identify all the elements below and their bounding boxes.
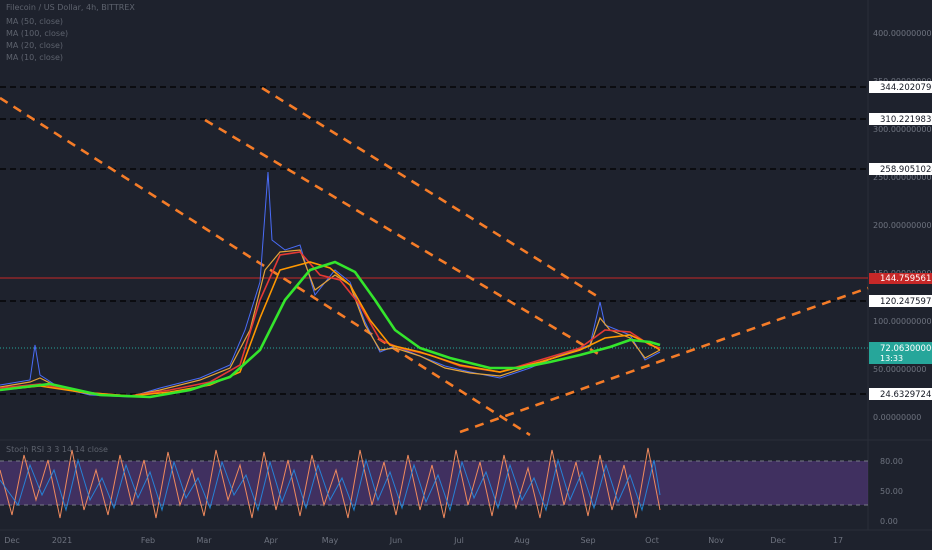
symbol-title: Filecoin / US Dollar, 4h, BITTREX (6, 3, 135, 12)
indicator-legend: MA (20, close) (6, 41, 63, 50)
time-label: May (322, 536, 339, 545)
indicator-legend: MA (50, close) (6, 17, 63, 26)
time-label: Dec (4, 536, 19, 545)
level-tag-bg (869, 81, 932, 93)
price-tag (869, 342, 932, 364)
price-tick: 0.00000000 (873, 413, 921, 422)
current-price: 72.06300000 (880, 344, 932, 354)
time-label: 17 (833, 536, 843, 545)
price-tick: 50.00000000 (873, 365, 926, 374)
level-price: 344.20207965 (880, 83, 932, 93)
indicator-legend: MA (100, close) (6, 29, 68, 38)
time-label: Oct (645, 536, 659, 545)
level-tag-bg (869, 163, 932, 175)
time-label: Aug (514, 536, 530, 545)
indicator-legend: MA (10, close) (6, 53, 63, 62)
alert-price: 144.75956168 (880, 274, 932, 284)
time-label: Sep (580, 536, 595, 545)
trendlines (0, 86, 869, 437)
time-label: 2021 (52, 536, 72, 545)
level-price: 258.90510245 (880, 165, 932, 175)
oscillator-tick: 80.00 (880, 457, 903, 466)
ma-red (0, 251, 661, 397)
price-tick: 400.00000000 (873, 29, 932, 38)
oscillator-tick: 50.00 (880, 487, 903, 496)
countdown: 13:33 (880, 354, 903, 363)
time-label: Apr (264, 536, 279, 545)
ma-orange (0, 261, 661, 397)
oscillator-tick: 0.00 (880, 517, 898, 526)
time-label: Feb (141, 536, 155, 545)
time-axis: Dec 2021 Feb Mar Apr May Jun Jul Aug Sep Oct Nov Dec… (4, 536, 843, 545)
time-label: Dec (770, 536, 785, 545)
price-tick: 200.00000000 (873, 221, 932, 230)
oscillator-label: Stoch RSI 3 3 14 14 close (6, 445, 108, 454)
level-price: 120.24759717 (880, 297, 932, 307)
price-tick: 250.00000000 (873, 173, 932, 182)
time-label: Nov (708, 536, 724, 545)
oscillator-k (0, 447, 661, 519)
time-label: Jun (389, 536, 403, 545)
time-label: Jul (453, 536, 464, 545)
alert-tag (869, 273, 932, 284)
time-label: Mar (196, 536, 212, 545)
level-tags: 344.20207965 310.22198304 258.90510245 120.… (869, 81, 932, 400)
oscillator-d (0, 458, 661, 512)
level-tag-bg (869, 113, 932, 125)
price-tick: 100.00000000 (873, 317, 932, 326)
level-tag-bg (869, 295, 932, 307)
level-price: 310.22198304 (880, 115, 932, 125)
level-tag-bg (869, 388, 932, 400)
price-tick: 300.00000000 (873, 125, 932, 134)
level-price: 24.63297245 (880, 390, 932, 400)
ma-green (0, 260, 661, 399)
